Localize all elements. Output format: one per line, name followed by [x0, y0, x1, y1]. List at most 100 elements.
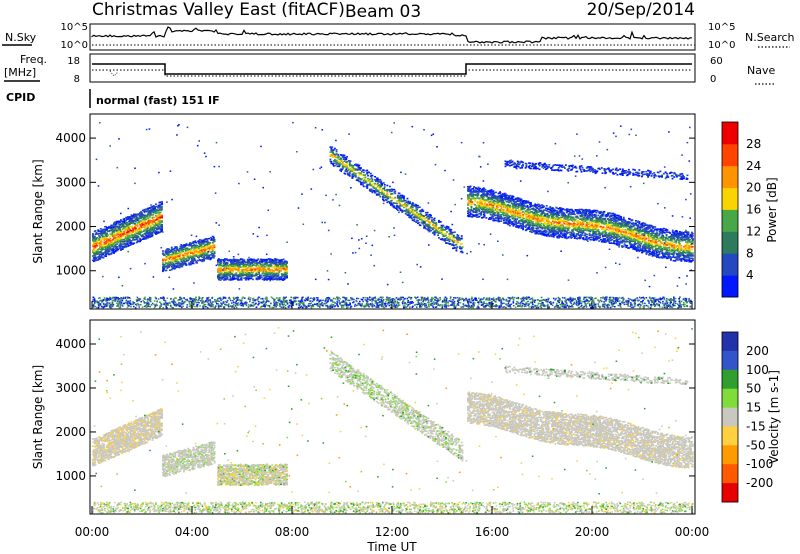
radar-cell	[246, 273, 249, 275]
radar-cell	[161, 221, 163, 223]
radar-cell	[211, 238, 213, 240]
radar-cell	[246, 258, 249, 261]
radar-cell	[105, 240, 107, 243]
radar-cell	[516, 200, 519, 203]
radar-cell	[552, 216, 555, 218]
radar-cell	[387, 189, 390, 191]
radar-cell	[527, 214, 530, 216]
radar-cell	[248, 269, 251, 272]
radar-cell	[156, 228, 159, 231]
radar-cell	[121, 248, 124, 250]
radar-cell	[115, 234, 118, 236]
radar-cell	[347, 167, 350, 169]
radar-cell	[494, 212, 496, 214]
radar-cell	[537, 203, 540, 206]
radar-cell	[110, 241, 113, 244]
radar-cell	[510, 222, 513, 224]
radar-cell	[278, 271, 281, 274]
radar-cell	[184, 252, 187, 255]
radar-cell	[162, 267, 164, 269]
radar-cell	[348, 162, 351, 164]
radar-cell	[119, 229, 121, 231]
radar-cell	[451, 239, 453, 242]
radar-cell	[424, 223, 427, 226]
radar-cell	[468, 204, 471, 206]
radar-cell	[525, 220, 528, 223]
radar-cell	[509, 206, 511, 208]
radar-cell	[552, 212, 555, 214]
radar-cell	[525, 213, 528, 216]
radar-cell	[409, 201, 411, 203]
radar-cell	[445, 237, 448, 239]
radar-cell	[249, 272, 252, 274]
radar-cell	[452, 237, 454, 239]
radar-cell	[154, 206, 156, 208]
radar-cell	[591, 215, 594, 218]
radar-cell	[544, 232, 547, 234]
radar-cell	[277, 264, 280, 267]
radar-cell	[100, 256, 103, 259]
radar-cell	[410, 216, 412, 218]
radar-cell	[398, 207, 401, 209]
radar-cell	[339, 164, 341, 166]
radar-cell	[204, 243, 207, 246]
radar-cell	[589, 234, 592, 236]
radar-cell	[237, 263, 239, 265]
radar-cell	[389, 190, 391, 193]
radar-cell	[547, 227, 550, 230]
radar-cell	[478, 215, 481, 218]
radar-cell	[264, 268, 267, 270]
radar-cell	[454, 246, 457, 249]
radar-cell	[567, 216, 570, 219]
radar-cell	[509, 194, 511, 197]
radar-cell	[428, 217, 431, 219]
radar-cell	[394, 192, 397, 195]
radar-cell	[145, 223, 148, 226]
radar-cell	[161, 226, 163, 229]
radar-cell	[229, 266, 232, 269]
radar-cell	[509, 208, 512, 211]
radar-cell	[521, 208, 524, 211]
radar-cell	[93, 236, 96, 239]
radar-cell	[134, 239, 136, 241]
radar-cell	[577, 227, 580, 229]
radar-cell	[213, 250, 216, 253]
radar-cell	[162, 259, 164, 262]
radar-cell	[422, 210, 425, 212]
radar-cell	[391, 193, 394, 195]
radar-cell	[270, 265, 273, 267]
radar-cell	[604, 230, 607, 232]
radar-cell	[581, 215, 584, 218]
radar-cell	[579, 212, 582, 214]
radar-cell	[243, 260, 246, 262]
radar-cell	[176, 252, 178, 255]
radar-cell	[525, 224, 528, 226]
radar-cell	[237, 268, 239, 271]
radar-cell	[196, 245, 198, 247]
freq-label-bottom: [MHz]	[4, 66, 36, 79]
radar-cell	[457, 235, 460, 237]
radar-cell	[526, 204, 529, 207]
radar-cell	[409, 212, 411, 214]
radar-cell	[147, 237, 149, 239]
radar-cell	[173, 247, 176, 250]
radar-cell	[508, 199, 510, 201]
radar-cell	[440, 224, 443, 227]
radar-cell	[105, 236, 107, 239]
radar-cell	[355, 179, 358, 181]
radar-cell	[492, 210, 495, 213]
radar-cell	[563, 222, 566, 225]
radar-cell	[185, 264, 188, 266]
radar-cell	[529, 213, 531, 215]
radar-cell	[199, 241, 202, 243]
radar-cell	[553, 219, 556, 221]
radar-cell	[593, 239, 595, 242]
radar-cell	[191, 241, 194, 244]
radar-cell	[449, 236, 452, 239]
radar-cell	[581, 212, 584, 214]
radar-cell	[273, 276, 275, 278]
radar-cell	[100, 249, 103, 252]
radar-cell	[93, 259, 96, 261]
radar-cell	[122, 227, 125, 229]
radar-cell	[536, 225, 538, 227]
